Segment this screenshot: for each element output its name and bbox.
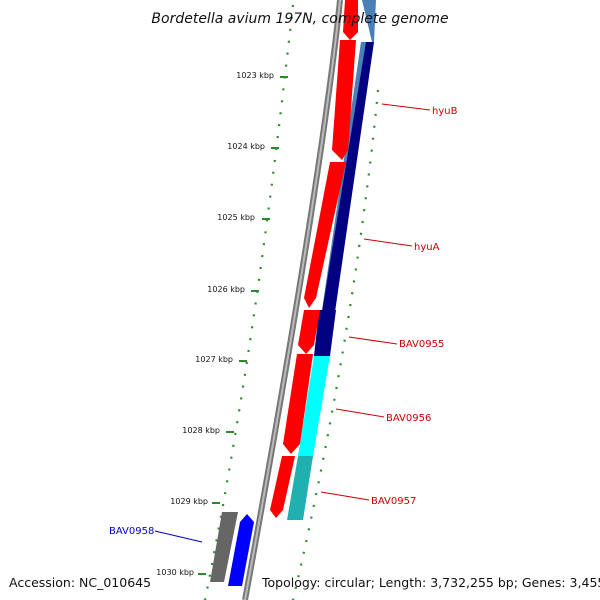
- gene-block-navy-2[interactable]: [314, 310, 336, 356]
- gene-block-navy[interactable]: [322, 42, 374, 312]
- gene-arrow-BAV0956[interactable]: [283, 354, 313, 454]
- scale-label: 1025 kbp: [217, 213, 255, 222]
- gene-label-hyuB[interactable]: hyuB: [432, 106, 458, 117]
- callout-line-BAV0956: [335, 408, 385, 418]
- callout-line-BAV0958: [154, 530, 203, 543]
- scale-ticks: [198, 76, 288, 575]
- scale-dots-outer: [291, 89, 380, 600]
- scale-label: 1030 kbp: [156, 568, 194, 577]
- gene-label-BAV0955[interactable]: BAV0955: [399, 339, 444, 350]
- gene-label-BAV0956[interactable]: BAV0956: [386, 413, 431, 424]
- scale-label: 1024 kbp: [227, 142, 265, 151]
- gene-arrow-BAV0957[interactable]: [270, 456, 295, 518]
- gene-callouts: [154, 103, 431, 543]
- accession-text: Accession: NC_010645: [9, 575, 151, 590]
- callout-line-hyuB: [381, 103, 431, 111]
- callout-line-hyuA: [363, 238, 413, 247]
- genome-backbone-highlight: [244, 0, 341, 600]
- scale-label: 1026 kbp: [207, 285, 245, 294]
- gene-arrow-BAV0955[interactable]: [298, 310, 320, 354]
- scale-labels: 1023 kbp 1024 kbp 1025 kbp 1026 kbp 1027…: [156, 71, 274, 577]
- callout-line-BAV0957: [320, 491, 370, 501]
- topology-text: Topology: circular; Length: 3,732,255 bp…: [261, 575, 600, 590]
- gene-block-cyan[interactable]: [298, 356, 330, 456]
- gene-block-gray[interactable]: [210, 512, 238, 582]
- gene-label-hyuA[interactable]: hyuA: [414, 242, 440, 253]
- gene-arrow-hyuB[interactable]: [332, 40, 356, 160]
- gene-arrow-top[interactable]: [343, 0, 358, 40]
- map-title: Bordetella avium 197N, complete genome: [151, 11, 448, 27]
- gene-arrow-hyuA[interactable]: [304, 162, 346, 308]
- scale-label: 1027 kbp: [195, 355, 233, 364]
- scale-label: 1029 kbp: [170, 497, 208, 506]
- gene-block-teal[interactable]: [287, 456, 313, 520]
- gene-block-steelblue[interactable]: [362, 0, 376, 42]
- callout-line-BAV0955: [348, 336, 398, 345]
- scale-label: 1023 kbp: [236, 71, 274, 80]
- gene-label-BAV0958[interactable]: BAV0958: [109, 526, 154, 537]
- gene-arrow-BAV0958[interactable]: [228, 514, 254, 586]
- scale-label: 1028 kbp: [182, 426, 220, 435]
- gene-label-BAV0957[interactable]: BAV0957: [371, 496, 416, 507]
